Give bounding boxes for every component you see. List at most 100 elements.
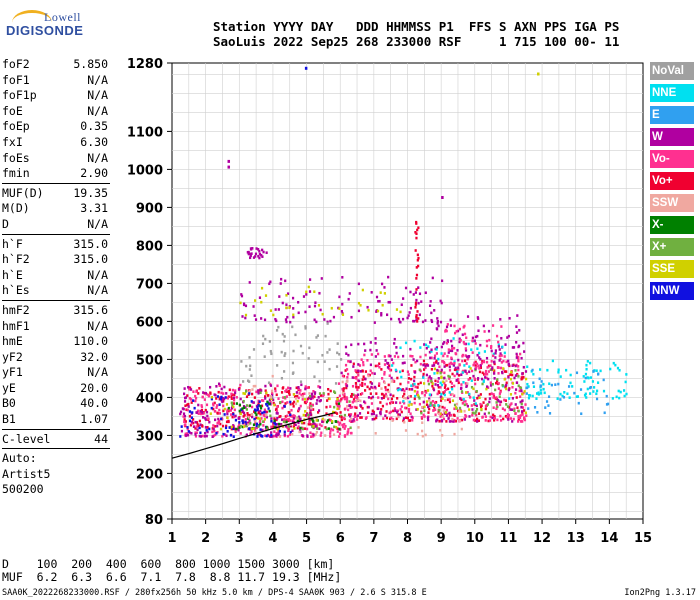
echo-point [264,337,267,341]
echo-point [414,291,417,294]
echo-point [487,419,490,423]
echo-point [189,423,193,427]
echo-point [210,395,214,399]
echo-point [255,426,258,430]
echo-point [336,351,339,355]
echo-point [231,388,235,392]
scaled-parameters-panel: foF2 5.850 foF1 N/A foF1p N/A foE N/A foEp 0.35 fx… [2,57,110,498]
echo-point [308,404,312,407]
echo-point [255,404,259,408]
echo-point [355,418,359,421]
echo-point [417,286,420,289]
echo-point [399,346,402,350]
echo-point [400,303,403,307]
echo-point [384,392,388,396]
echo-point [407,407,411,411]
echo-point [198,434,201,438]
echo-point [515,381,519,385]
echo-point [585,363,588,367]
echo-point [304,325,307,328]
echo-point [242,405,246,408]
echo-point [337,306,340,310]
echo-point [179,410,183,414]
autoscaling-info: 500200 [2,482,44,497]
echo-point [442,392,446,395]
echo-point [240,360,243,363]
echo-point [475,417,479,421]
echo-point [438,365,441,369]
echo-point [403,392,406,396]
echo-point [208,394,211,398]
echo-point [359,399,362,403]
echo-point [325,420,329,424]
echo-point [342,374,346,378]
echo-point [353,399,356,403]
echo-point [477,377,480,380]
echo-point [278,295,281,298]
echo-point [291,419,294,423]
echo-point [294,333,297,337]
echo-point [421,429,424,433]
echo-point [517,359,520,363]
echo-point [586,387,589,391]
echo-point [436,368,439,372]
param-row: hmF1 N/A [2,319,110,335]
echo-point [418,292,422,296]
echo-point [239,432,242,435]
echo-point [389,410,393,414]
echo-point [310,397,313,401]
echo-point [321,312,324,316]
echo-point [220,395,223,399]
echo-point [299,426,302,430]
echo-point [445,420,448,423]
param-value: 315.6 [73,302,108,317]
echo-point [444,398,447,402]
echo-point [241,409,244,413]
param-value: N/A [87,103,108,118]
echo-point [369,341,372,344]
echo-point [513,407,516,411]
echo-point [323,418,326,422]
echo-point [482,324,485,328]
echo-point [348,419,351,422]
echo-point [265,415,269,419]
echo-point [367,374,370,378]
echo-point [489,384,493,387]
echo-point [315,416,318,420]
echo-point [418,313,421,317]
legend-item-x-: X+ [650,238,694,256]
echo-point [403,361,406,365]
echo-point [422,382,426,385]
echo-point [285,306,288,310]
echo-point [439,395,442,399]
echo-point [248,368,251,371]
echo-point [200,412,203,416]
echo-point [325,427,328,431]
echo-point [497,399,500,403]
echo-point [542,387,545,391]
echo-point [183,418,186,421]
echo-point [247,423,250,426]
echo-point [382,417,385,420]
echo-point [477,364,480,368]
param-name: hmE [2,334,23,349]
echo-point [461,371,464,374]
echo-point [441,405,444,409]
echo-point [263,410,266,414]
autoscaling-info: Auto: [2,451,37,466]
echo-point [334,420,337,423]
echo-point [378,299,381,303]
echo-point [213,429,216,433]
echo-point [324,434,327,437]
echo-point [502,417,505,421]
echo-point [369,348,372,352]
echo-point [268,282,271,286]
echo-point [416,386,419,389]
echo-point [468,365,471,369]
echo-point [437,385,440,389]
echo-point [312,424,315,428]
echo-point [248,380,251,383]
echo-point [411,384,414,388]
echo-point [261,420,264,423]
echo-point [334,411,337,415]
